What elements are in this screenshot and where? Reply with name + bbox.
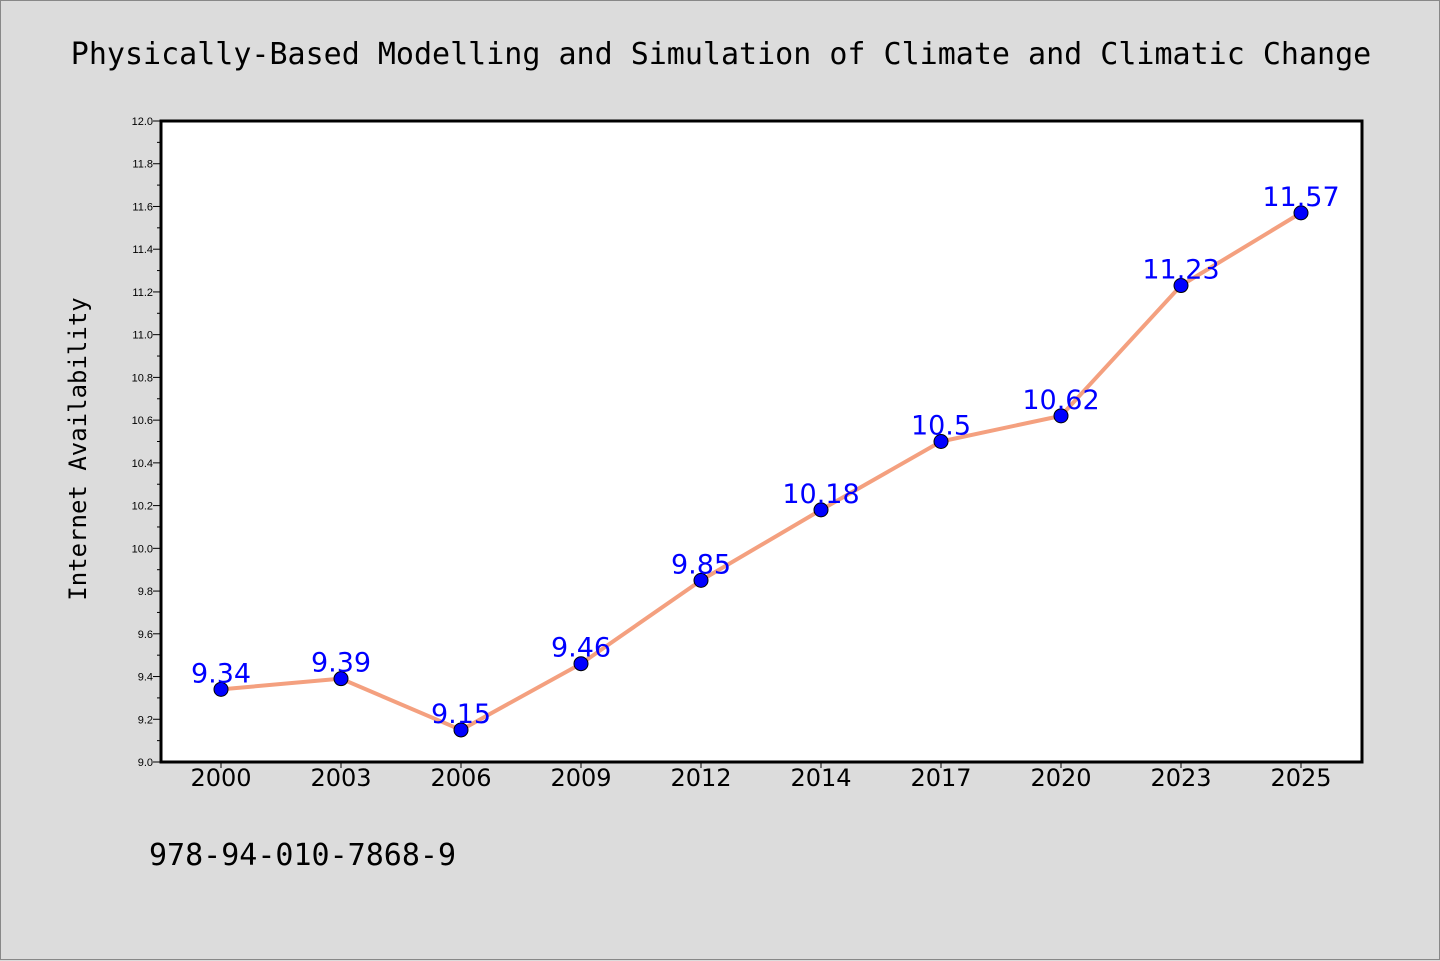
data-point: [813, 502, 829, 518]
chart-title: Physically-Based Modelling and Simulatio…: [71, 37, 1371, 72]
data-label: 11.57: [1262, 182, 1339, 213]
x-axis-ticks: 2000 2003 2006 2009 2012 2014 2017 2020 2023 2025: [190, 762, 1332, 792]
data-label: 10.18: [782, 479, 859, 510]
x-tick-label: 2014: [790, 764, 851, 792]
data-point: [933, 434, 949, 449]
isbn-text: 978-94-010-7868-9: [149, 838, 456, 873]
data-label: 10.5: [911, 411, 971, 442]
y-tick-label: 11.6: [132, 201, 153, 213]
data-point: [453, 722, 469, 738]
x-tick-label: 2000: [190, 764, 251, 792]
y-tick-label: 10.4: [132, 458, 153, 470]
y-tick-label: 12.0: [132, 116, 153, 128]
x-tick-label: 2003: [310, 764, 371, 792]
data-point: [693, 572, 709, 588]
data-label: 9.15: [431, 699, 491, 730]
data-point: [1053, 408, 1069, 424]
x-tick-label: 2020: [1030, 764, 1091, 792]
data-label: 9.85: [671, 549, 731, 580]
y-tick-label: 11.8: [132, 159, 153, 171]
y-tick-label: 11.2: [132, 287, 153, 299]
y-tick-label: 9.6: [138, 629, 153, 641]
x-tick-label: 2017: [910, 764, 971, 792]
x-tick-label: 2023: [1150, 764, 1211, 792]
x-tick-label: 2009: [550, 764, 611, 792]
y-tick-label: 10.0: [132, 543, 153, 555]
x-tick-label: 2012: [670, 764, 731, 792]
data-point: [1173, 278, 1189, 294]
data-point: [213, 681, 229, 697]
data-label: 9.46: [551, 633, 611, 664]
y-tick-label: 9.0: [138, 757, 153, 769]
data-label: 11.23: [1142, 255, 1219, 286]
data-point: [333, 671, 349, 687]
plot-area: [159, 119, 1364, 764]
y-axis-label: Internet Availability: [64, 297, 92, 600]
y-axis-ticks: 9.0 9.2 9.4 9.6 9.8 10.0 10.2 10.4 10.6 10.8 11.0 1…: [132, 116, 161, 769]
y-tick-label: 11.0: [132, 330, 153, 342]
data-point: [1293, 205, 1309, 221]
y-tick-label: 9.4: [138, 672, 153, 684]
y-tick-label: 9.8: [138, 586, 153, 598]
data-label: 10.62: [1022, 385, 1099, 416]
y-tick-label: 10.8: [132, 372, 153, 384]
y-tick-label: 10.6: [132, 415, 153, 427]
data-label: 9.39: [311, 648, 371, 679]
x-tick-label: 2025: [1270, 764, 1331, 792]
data-point: [573, 656, 589, 672]
y-tick-label: 10.2: [132, 501, 153, 513]
series-layer: 9.34 9.39 9.15 9.46 9.85 10.18 10.5 10.62 11.23 1…: [191, 182, 1340, 738]
y-tick-label: 9.2: [138, 714, 153, 726]
y-tick-label: 11.4: [132, 244, 153, 256]
x-tick-label: 2006: [430, 764, 491, 792]
series-line: [220, 211, 1303, 732]
data-label: 9.34: [191, 658, 251, 689]
